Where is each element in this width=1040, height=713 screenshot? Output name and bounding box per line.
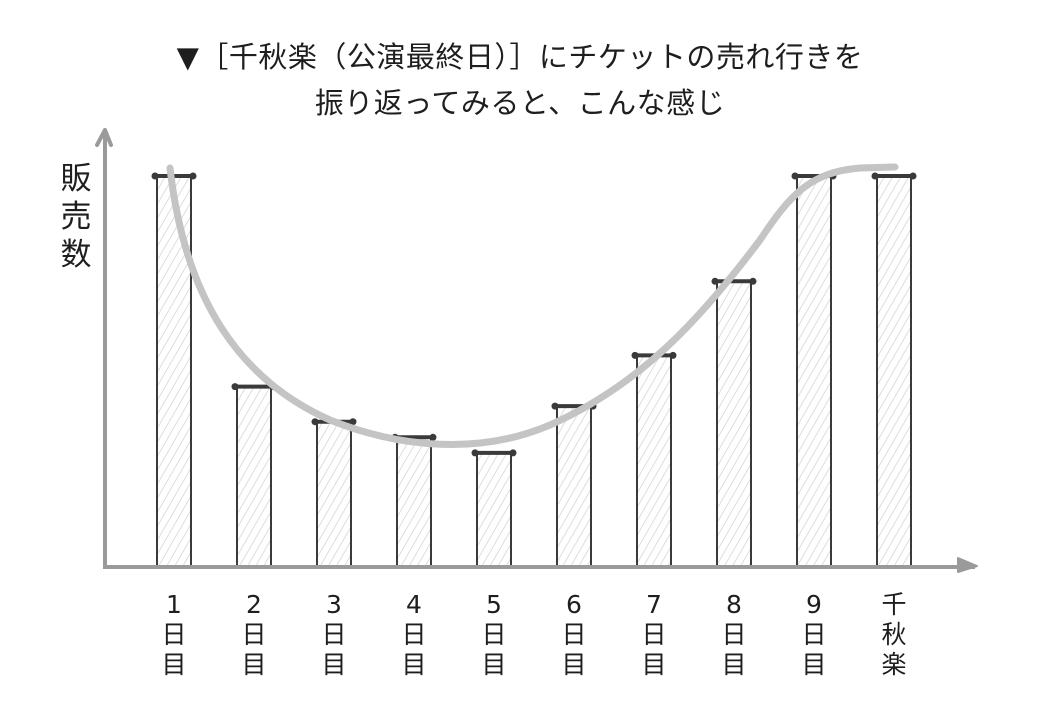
- x-axis-tick-char: 5: [486, 590, 502, 619]
- bar: [391, 433, 437, 567]
- x-axis-tick-char: 目: [161, 650, 187, 679]
- x-axis-tick-char: 3: [326, 590, 342, 619]
- axes: [95, 128, 978, 573]
- trend-curve: [166, 163, 899, 448]
- y-axis-label-char: 販: [60, 161, 92, 197]
- x-axis-tick-char: 1: [166, 590, 182, 619]
- triangle-marker-icon: ▼: [176, 40, 200, 74]
- x-axis-tick-label: 千秋楽: [874, 590, 914, 680]
- x-axis-tick-char: 目: [561, 650, 587, 679]
- x-axis-tick-char: 目: [481, 650, 507, 679]
- bar: [871, 172, 917, 567]
- bar: [631, 351, 677, 567]
- x-axis-tick-char: 9: [806, 590, 822, 619]
- bar: [311, 418, 357, 568]
- x-axis-tick-char: 楽: [881, 650, 907, 679]
- x-axis-arrow-icon: [957, 557, 978, 573]
- y-axis-label: 販 売 数: [56, 160, 96, 274]
- bar: [151, 172, 197, 567]
- x-axis-tick-char: 6: [566, 590, 582, 619]
- x-axis-tick-char: 目: [241, 650, 267, 679]
- bar: [551, 402, 597, 567]
- x-axis-tick-char: 日: [481, 620, 507, 649]
- y-axis-label-char: 数: [60, 237, 92, 273]
- x-axis-tick-char: 4: [406, 590, 422, 619]
- chart-title-line1: ▼［千秋楽（公演最終日）］にチケットの売れ行きを: [0, 34, 1040, 76]
- bar: [471, 449, 517, 567]
- x-axis-tick-char: 日: [641, 620, 667, 649]
- bar: [231, 383, 277, 567]
- x-axis-tick-char: 目: [801, 650, 827, 679]
- x-axis-tick-char: 目: [401, 650, 427, 679]
- x-axis-tick-char: 目: [721, 650, 747, 679]
- x-axis-tick-char: 日: [801, 620, 827, 649]
- x-axis-tick-char: 目: [641, 650, 667, 679]
- x-axis-tick-char: 千: [881, 590, 907, 619]
- x-axis-tick-char: 日: [321, 620, 347, 649]
- bars-group: [151, 172, 917, 568]
- x-axis-tick-char: 日: [721, 620, 747, 649]
- bar: [711, 277, 757, 567]
- x-axis-tick-char: 日: [241, 620, 267, 649]
- x-axis-tick-char: 日: [161, 620, 187, 649]
- chart-title-line2: 振り返ってみると、こんな感じ: [314, 86, 726, 120]
- y-axis-label-char: 売: [60, 199, 92, 235]
- title-text-line1: ［千秋楽（公演最終日）］にチケットの売れ行きを: [199, 40, 864, 74]
- x-axis-tick-char: 7: [646, 590, 662, 619]
- y-axis-arrow-icon: [95, 128, 113, 147]
- x-axis-tick-char: 2: [246, 590, 262, 619]
- bar: [791, 172, 837, 567]
- x-axis-tick-char: 日: [561, 620, 587, 649]
- x-axis-tick-char: 目: [321, 650, 347, 679]
- x-axis-tick-char: 8: [726, 590, 742, 619]
- x-axis-tick-char: 秋: [881, 620, 907, 649]
- x-axis-tick-char: 日: [401, 620, 427, 649]
